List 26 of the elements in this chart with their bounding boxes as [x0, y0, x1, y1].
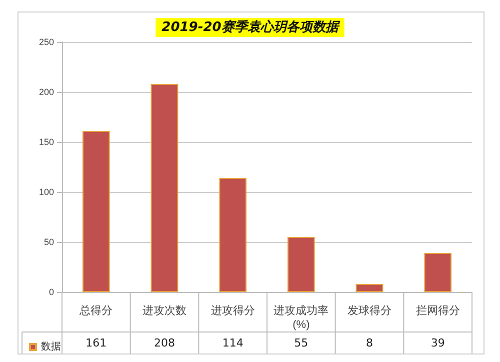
- bar: [150, 84, 178, 292]
- y-tick-label: 0: [48, 287, 54, 297]
- data-label: 208: [154, 336, 175, 350]
- x-tick-label: 拦网得分: [416, 304, 460, 317]
- data-label: 39: [430, 336, 445, 350]
- y-tick-label: 200: [38, 87, 54, 97]
- bar: [219, 178, 246, 292]
- y-tick-label: 250: [38, 37, 54, 47]
- bar: [288, 237, 315, 292]
- y-tick-label: 100: [38, 187, 54, 197]
- bar: [424, 253, 452, 292]
- x-tick-label: 进攻成功率(%): [274, 304, 329, 331]
- data-label: 55: [294, 336, 308, 350]
- data-label: 161: [86, 336, 107, 350]
- bar: [82, 131, 110, 292]
- x-tick-label: 发球得分: [348, 304, 392, 317]
- data-label: 114: [222, 336, 244, 350]
- chart-title: 2019-20赛季袁心玥各项数据: [162, 19, 340, 35]
- data-label: 8: [366, 336, 373, 350]
- x-tick-label: 进攻次数: [142, 304, 186, 317]
- bar: [356, 284, 384, 292]
- x-tick-label: 总得分: [78, 304, 113, 317]
- y-tick-label: 50: [44, 237, 54, 247]
- x-tick-label: 进攻得分: [210, 304, 255, 317]
- y-tick-label: 150: [38, 137, 54, 147]
- legend-label: 数据: [41, 340, 61, 352]
